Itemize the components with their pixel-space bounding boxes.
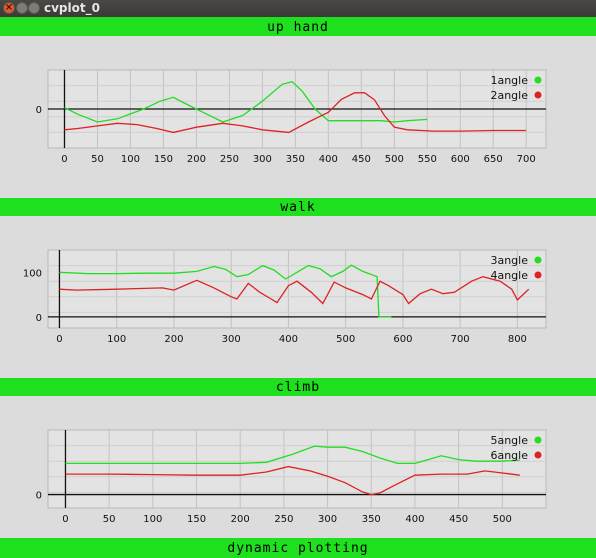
x-tick-label: 200 — [231, 514, 250, 525]
plot-canvas-climb: 0 50 100 150 200 250 300 350 400 450 500 0 5angle 6an… — [36, 429, 547, 525]
close-button[interactable]: × — [3, 2, 15, 14]
x-tick-label: 100 — [107, 334, 126, 345]
x-tick-label: 0 — [62, 514, 68, 525]
x-tick-label: 600 — [451, 154, 470, 165]
x-tick-label: 300 — [318, 514, 337, 525]
legend-label: 6angle — [490, 449, 528, 462]
maximize-button[interactable] — [28, 2, 40, 14]
x-tick-label: 0 — [56, 334, 62, 345]
x-tick-label: 350 — [286, 154, 305, 165]
x-tick-label: 500 — [493, 514, 512, 525]
x-tick-label: 300 — [253, 154, 272, 165]
series-line-3angle — [59, 264, 392, 318]
x-tick-label: 700 — [451, 334, 470, 345]
plot-title-walk: walk — [0, 200, 596, 216]
legend-marker — [534, 451, 542, 459]
x-tick-label: 500 — [385, 154, 404, 165]
series-line-4angle — [59, 276, 530, 305]
plot-title-up-hand: up hand — [0, 20, 596, 36]
x-tick-label: 250 — [220, 154, 239, 165]
legend-label: 4angle — [490, 269, 528, 282]
x-tick-label: 550 — [418, 154, 437, 165]
legend-marker — [534, 271, 542, 279]
series-line-5angle — [65, 445, 520, 465]
legend-label: 3angle — [490, 254, 528, 267]
x-tick-label: 300 — [222, 334, 241, 345]
legend-marker — [534, 91, 542, 99]
x-tick-label: 150 — [154, 154, 173, 165]
x-tick-label: 200 — [187, 154, 206, 165]
legend-label: 1angle — [490, 74, 528, 87]
plot-area — [47, 429, 547, 509]
x-tick-label: 100 — [143, 514, 162, 525]
x-tick-label: 500 — [336, 334, 355, 345]
x-tick-label: 600 — [393, 334, 412, 345]
x-tick-label: 200 — [164, 334, 183, 345]
minimize-button[interactable] — [16, 2, 28, 14]
x-tick-label: 400 — [405, 514, 424, 525]
y-tick-label: 0 — [36, 313, 42, 324]
window-titlebar: × cvplot_0 — [0, 0, 596, 17]
legend-label: 2angle — [490, 89, 528, 102]
x-tick-label: 250 — [274, 514, 293, 525]
x-tick-label: 700 — [517, 154, 536, 165]
x-tick-label: 350 — [362, 514, 381, 525]
x-tick-label: 400 — [279, 334, 298, 345]
x-tick-label: 450 — [449, 514, 468, 525]
x-tick-label: 50 — [91, 154, 104, 165]
x-tick-label: 50 — [103, 514, 116, 525]
plot-panel-climb: 0 50 100 150 200 250 300 350 400 450 500 0 5angle 6an… — [0, 396, 596, 538]
x-tick-label: 400 — [319, 154, 338, 165]
plot-canvas-up-hand: 0 50 100 150 200 250 300 350 400 450 500 550 600 650 7… — [36, 69, 547, 165]
legend-label: 5angle — [490, 434, 528, 447]
x-tick-label: 450 — [352, 154, 371, 165]
series-line-2angle — [64, 92, 527, 134]
series-line-1angle — [64, 80, 428, 123]
plot-panel-up-hand: 0 50 100 150 200 250 300 350 400 450 500 550 600 650 7… — [0, 36, 596, 198]
x-tick-label: 650 — [484, 154, 503, 165]
plot-title-climb: climb — [0, 380, 596, 396]
x-tick-label: 150 — [187, 514, 206, 525]
close-icon: × — [4, 2, 14, 13]
window-title: cvplot_0 — [44, 1, 100, 15]
x-tick-label: 0 — [61, 154, 67, 165]
x-tick-label: 800 — [508, 334, 527, 345]
y-tick-label: 0 — [36, 491, 42, 502]
plot-canvas-walk: 0 100 200 300 400 500 600 700 800 100 0 3angle 4angl… — [23, 249, 547, 345]
legend-marker — [534, 436, 542, 444]
series-line-6angle — [65, 465, 520, 496]
legend-marker — [534, 256, 542, 264]
plot-panel-walk: 0 100 200 300 400 500 600 700 800 100 0 3angle 4angl… — [0, 216, 596, 378]
plot-title-dynamic-plotting: dynamic plotting — [0, 540, 596, 558]
y-tick-label: 0 — [36, 105, 42, 116]
plot-area — [47, 249, 547, 329]
y-tick-label: 100 — [23, 268, 42, 279]
legend-marker — [534, 76, 542, 84]
x-tick-label: 100 — [121, 154, 140, 165]
